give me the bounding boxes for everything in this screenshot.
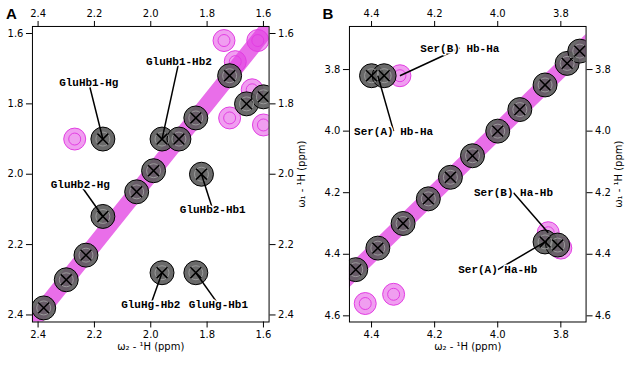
svg-text:2.4: 2.4 — [30, 8, 46, 19]
svg-text:Ser(B) Ha-Hb: Ser(B) Ha-Hb — [474, 187, 553, 199]
svg-text:4.4: 4.4 — [595, 248, 611, 259]
svg-text:4.0: 4.0 — [489, 329, 505, 340]
svg-text:1.8: 1.8 — [8, 98, 24, 109]
svg-text:2.4: 2.4 — [30, 329, 46, 340]
svg-text:ω₂ - ¹H (ppm): ω₂ - ¹H (ppm) — [434, 341, 501, 352]
svg-text:2.0: 2.0 — [143, 329, 159, 340]
svg-text:2.4: 2.4 — [278, 309, 294, 320]
svg-text:4.4: 4.4 — [363, 329, 379, 340]
svg-text:GluHg-Hb1: GluHg-Hb1 — [189, 299, 249, 311]
svg-text:2.4: 2.4 — [8, 309, 24, 320]
svg-text:GluHb1-Hb2: GluHb1-Hb2 — [146, 56, 212, 68]
svg-text:Ser(B) Hb-Ha: Ser(B) Hb-Ha — [420, 43, 499, 55]
svg-text:4.2: 4.2 — [595, 187, 611, 198]
svg-text:2.2: 2.2 — [278, 239, 294, 250]
svg-text:3.8: 3.8 — [595, 64, 611, 75]
svg-text:GluHb2-Hb1: GluHb2-Hb1 — [180, 204, 246, 216]
svg-text:GluHg-Hb2: GluHg-Hb2 — [121, 299, 180, 311]
svg-text:1.6: 1.6 — [8, 28, 24, 39]
svg-text:ω₁ - ¹H (ppm): ω₁ - ¹H (ppm) — [296, 141, 307, 208]
svg-text:1.6: 1.6 — [256, 8, 272, 19]
svg-text:4.4: 4.4 — [324, 248, 340, 259]
svg-text:Ser(A) Ha-Hb: Ser(A) Ha-Hb — [458, 264, 537, 276]
svg-text:3.8: 3.8 — [324, 64, 340, 75]
svg-text:1.6: 1.6 — [256, 329, 272, 340]
svg-text:2.0: 2.0 — [8, 168, 24, 179]
svg-text:GluHb2-Hg: GluHb2-Hg — [51, 179, 110, 191]
svg-text:3.8: 3.8 — [552, 329, 568, 340]
svg-text:1.8: 1.8 — [199, 8, 215, 19]
svg-text:2.2: 2.2 — [86, 8, 102, 19]
svg-text:4.0: 4.0 — [595, 125, 611, 136]
svg-text:2.2: 2.2 — [86, 329, 102, 340]
svg-text:2.2: 2.2 — [8, 239, 24, 250]
svg-text:Ser(A) Hb-Ha: Ser(A) Hb-Ha — [354, 126, 433, 138]
svg-text:2.0: 2.0 — [278, 168, 294, 179]
svg-text:4.6: 4.6 — [324, 310, 340, 321]
svg-text:1.6: 1.6 — [278, 28, 294, 39]
svg-text:4.2: 4.2 — [426, 329, 442, 340]
html-text:A: A — [6, 5, 17, 22]
svg-text:4.6: 4.6 — [595, 310, 611, 321]
svg-text:4.0: 4.0 — [324, 125, 340, 136]
svg-text:4.4: 4.4 — [363, 8, 379, 19]
svg-text:2.0: 2.0 — [143, 8, 159, 19]
svg-text:ω₁ - ¹H (ppm): ω₁ - ¹H (ppm) — [613, 141, 624, 208]
svg-text:4.2: 4.2 — [426, 8, 442, 19]
svg-text:1.8: 1.8 — [278, 98, 294, 109]
svg-text:ω₂ - ¹H (ppm): ω₂ - ¹H (ppm) — [117, 341, 184, 352]
svg-text:GluHb1-Hg: GluHb1-Hg — [59, 77, 118, 89]
svg-text:3.8: 3.8 — [552, 8, 568, 19]
svg-text:4.2: 4.2 — [324, 187, 340, 198]
svg-text:1.8: 1.8 — [199, 329, 215, 340]
svg-text:4.0: 4.0 — [489, 8, 505, 19]
html-text:B: B — [322, 5, 334, 22]
